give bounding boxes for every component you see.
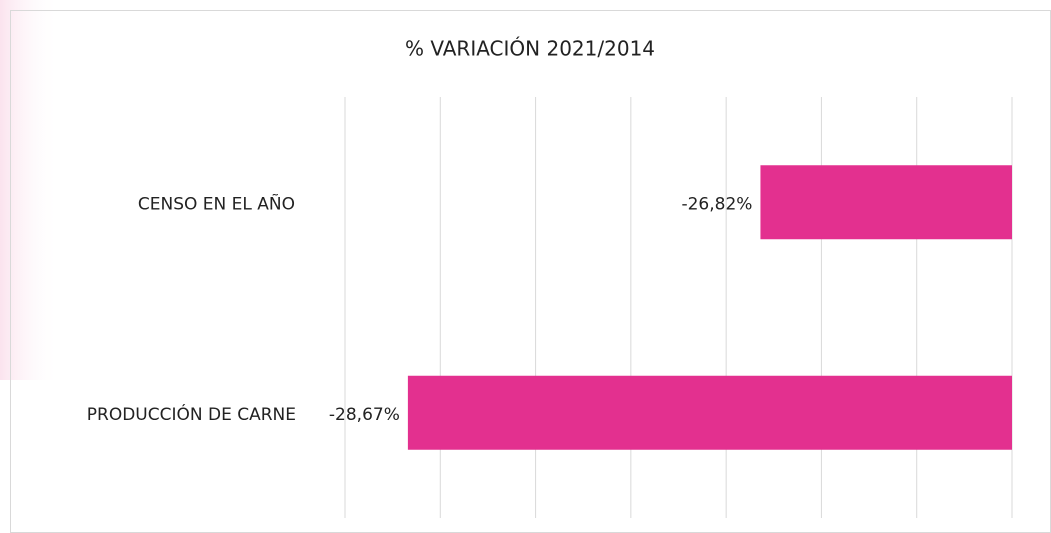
background-fade <box>0 0 60 380</box>
chart-border <box>10 10 1051 533</box>
category-label: PRODUCCIÓN DE CARNE <box>87 403 296 425</box>
chart-title: % VARIACIÓN 2021/2014 <box>405 37 655 61</box>
bar <box>760 165 1012 240</box>
data-label: -26,82% <box>681 194 752 214</box>
category-label: CENSO EN EL AÑO <box>138 192 295 214</box>
data-label: -28,67% <box>329 405 400 425</box>
bar <box>407 375 1013 450</box>
